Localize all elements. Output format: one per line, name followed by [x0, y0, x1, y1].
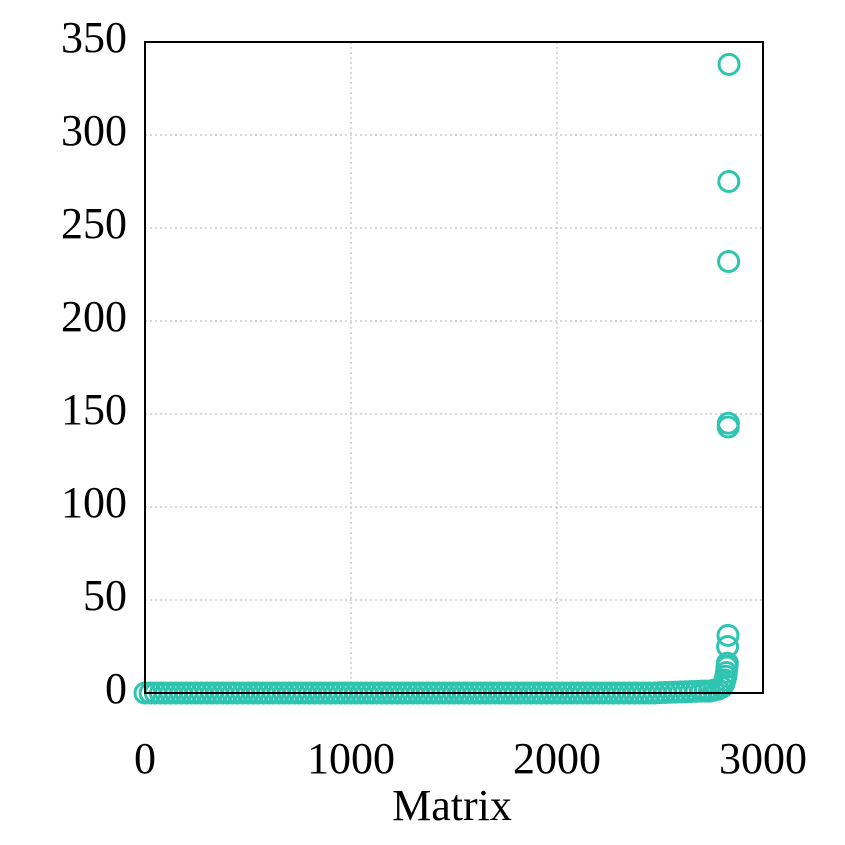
- grid: [144, 41, 764, 694]
- y-tick-label: 100: [61, 478, 127, 527]
- point: [716, 623, 740, 647]
- x-axis-label: Matrix: [392, 781, 512, 830]
- marks: [133, 52, 741, 705]
- y-tick-label: 350: [61, 13, 127, 62]
- x-tick-label: 0: [134, 734, 156, 783]
- y-tick-label: 300: [61, 106, 127, 155]
- x-tick-label: 3000: [719, 734, 807, 783]
- plot-frame: [144, 41, 764, 694]
- x-tick-label: 1000: [307, 734, 395, 783]
- y-tick-label: 50: [83, 571, 127, 620]
- y-tick-label: 0: [105, 664, 127, 713]
- point: [717, 249, 741, 273]
- x-tick-label: 2000: [513, 734, 601, 783]
- y-tick-label: 250: [61, 199, 127, 248]
- point: [715, 651, 739, 675]
- point: [717, 170, 741, 193]
- point: [717, 52, 741, 76]
- y-tick-label: 200: [61, 292, 127, 341]
- point: [716, 635, 740, 658]
- point: [716, 411, 740, 435]
- y-tick-label: 150: [61, 385, 127, 434]
